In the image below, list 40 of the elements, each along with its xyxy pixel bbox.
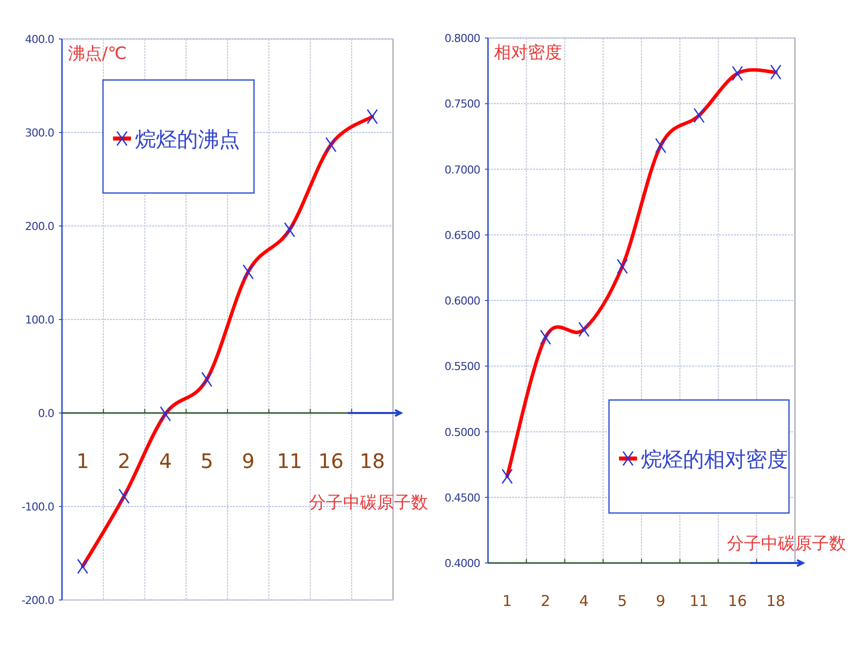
y-tick-label: 0.4000 [444,557,480,570]
x-tick-label: 5 [618,592,628,610]
y-tick-label: 100.0 [25,314,54,326]
x-tick-label: 16 [318,449,344,473]
y-tick-label: 0.8000 [444,32,480,45]
y-tick-label: -200.0 [22,594,54,607]
y-tick-label: 0.6500 [444,228,480,242]
y-tick-label: 400.0 [25,33,54,46]
x-tick-label: 18 [766,592,786,610]
y-tick-label: -100.0 [22,500,54,514]
x-tick-label: 5 [200,449,214,473]
x-tick-label: 11 [276,449,302,473]
x-tick-label: 2 [540,592,550,610]
x-tick-label: 1 [76,449,90,473]
x-tick-label: 2 [118,449,130,473]
y-axis-title: 沸点/℃ [68,44,127,64]
y-tick-label: 0.7500 [444,98,480,111]
legend: 烷烃的相对密度 [608,399,790,514]
y-tick-label: 0.5500 [444,360,480,374]
x-tick-label: 16 [728,592,747,610]
x-tick-label: 1 [502,592,512,610]
x-tick-label: 9 [656,592,666,610]
y-axis-title: 相对密度 [494,43,562,63]
y-tick-label: 0.4500 [444,491,480,504]
x-tick-label: 11 [690,592,709,610]
y-tick-label: 0.5000 [444,426,480,439]
y-tick-label: 300.0 [25,126,54,140]
y-tick-label: 200.0 [25,220,54,233]
x-tick-label: 4 [159,449,172,473]
x-axis-title: 分子中碳原子数 [309,493,428,513]
legend-label: 烷烃的沸点 [135,128,240,152]
y-tick-label: 0.7000 [444,163,480,176]
x-tick-label: 4 [579,592,589,610]
x-tick-label: 9 [242,449,255,473]
y-tick-label: 0.6000 [444,294,480,308]
x-axis-title: 分子中碳原子数 [727,534,846,554]
y-tick-label: 0.0 [38,407,54,420]
x-tick-label: 18 [360,449,386,473]
legend-label: 烷烃的相对密度 [641,448,788,472]
legend: 烷烃的沸点 [102,79,255,194]
